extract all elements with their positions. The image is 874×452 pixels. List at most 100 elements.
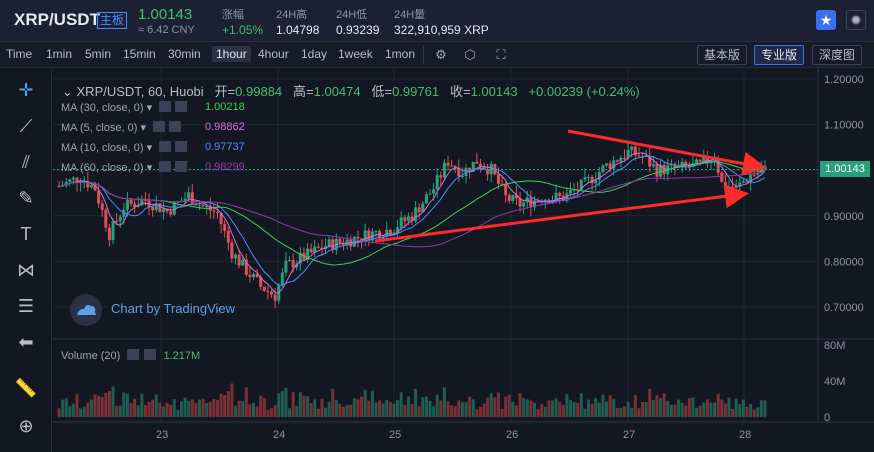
ma-settings-icon[interactable] — [159, 101, 172, 112]
tf-1mon[interactable]: 1mon — [385, 47, 416, 61]
candle-body — [345, 239, 349, 246]
candle-body — [749, 174, 753, 182]
candle-body — [320, 247, 324, 250]
volume-bar — [453, 406, 457, 417]
candle-body — [507, 195, 511, 201]
volume-close-icon[interactable] — [144, 349, 157, 360]
volume-settings-icon[interactable] — [127, 349, 140, 360]
favorite-star-icon[interactable]: ★ — [816, 10, 836, 30]
volume-bar — [587, 399, 590, 417]
chart-canvas[interactable]: 1.20000 1.10000 0.90000 0.80000 0.70000 80M 40… — [53, 69, 874, 452]
ma-value: 1.00218 — [205, 101, 245, 113]
trend-line-icon[interactable]: ⟋ — [19, 116, 33, 136]
volume-bar — [756, 407, 760, 417]
candle-body — [259, 277, 263, 287]
tf-1day[interactable]: 1day — [301, 47, 328, 61]
low-label: 24H低 — [336, 9, 368, 21]
volume-bar — [648, 389, 652, 417]
volume-bar — [147, 401, 151, 417]
candle-body — [428, 193, 432, 195]
fullscreen-icon[interactable]: ⛶ — [496, 47, 506, 62]
ma-close-icon[interactable] — [175, 101, 188, 112]
candle-body — [140, 199, 144, 206]
basic-version-button[interactable]: 基本版 — [697, 45, 748, 65]
volume-bar — [460, 402, 464, 417]
fib-tool-icon[interactable]: ☰ — [17, 296, 35, 316]
tf-15min[interactable]: 15min — [123, 47, 156, 61]
pair-title[interactable]: XRP/USDT — [14, 10, 100, 29]
volume-bar — [331, 388, 335, 417]
candle-body — [223, 224, 227, 231]
tf-5min[interactable]: 5min — [85, 47, 112, 61]
volume-bar — [486, 397, 490, 417]
volume-bar — [68, 406, 72, 417]
volume-bar — [241, 400, 245, 417]
volume-bar — [410, 404, 414, 417]
candle-body — [125, 199, 129, 210]
tf-1hour[interactable]: 1hour — [212, 46, 251, 62]
volume-bar — [309, 403, 313, 417]
ma-close-icon[interactable] — [169, 121, 182, 132]
volume-bar — [266, 409, 270, 417]
volume-bar — [543, 406, 547, 417]
volume-bar — [547, 400, 551, 417]
volume-bar — [370, 390, 374, 417]
candle-body — [71, 177, 75, 180]
ma-row[interactable]: MA (30, close, 0) ▾ — [61, 101, 188, 114]
chart-settings-icon[interactable]: ⬡ — [464, 47, 476, 62]
depth-chart-button[interactable]: 深度图 — [812, 45, 863, 65]
settings-gear-icon[interactable]: ✹ — [846, 10, 866, 30]
collapse-icon[interactable]: ⌄ — [62, 84, 77, 99]
parallel-channel-icon[interactable]: ⫽ — [21, 152, 31, 172]
zoom-in-icon[interactable]: ⊕ — [18, 416, 34, 436]
ruler-icon[interactable]: 📏 — [14, 378, 38, 398]
candle-body — [702, 156, 706, 162]
indicators-icon[interactable]: ⚙ — [435, 47, 447, 62]
tf-1week[interactable]: 1week — [338, 47, 373, 61]
text-tool-icon[interactable]: T — [20, 224, 32, 244]
volume-bar — [450, 405, 454, 417]
crosshair-icon[interactable]: ✛ — [18, 80, 34, 100]
volume-bar — [273, 405, 277, 417]
volume-bar — [313, 399, 317, 417]
tf-30min[interactable]: 30min — [168, 47, 201, 61]
volume-bar — [734, 398, 738, 417]
ma-label: MA (60, close, 0) — [61, 162, 144, 174]
price-chart[interactable]: 1.20000 1.10000 0.90000 0.80000 0.70000 80M 40… — [53, 69, 874, 452]
volume-bar — [316, 408, 320, 417]
back-arrow-icon[interactable]: ⬅ — [18, 332, 34, 352]
volume-bar — [176, 409, 180, 417]
volume-bar — [590, 403, 594, 417]
tf-time[interactable]: Time — [6, 47, 33, 61]
ma-settings-icon[interactable] — [153, 121, 166, 132]
ma-row[interactable]: MA (60, close, 0) ▾ — [61, 161, 188, 174]
candle-body — [716, 157, 720, 173]
tf-1min[interactable]: 1min — [46, 47, 73, 61]
volume-bar — [687, 398, 691, 417]
watermark-text[interactable]: Chart by TradingView — [111, 301, 236, 316]
ma-close-icon[interactable] — [175, 141, 188, 152]
pattern-icon[interactable]: ⋈ — [17, 260, 35, 280]
low-label: 低= — [371, 84, 393, 99]
volume-bar — [136, 405, 140, 417]
ma-settings-icon[interactable] — [159, 141, 172, 152]
tf-4hour[interactable]: 4hour — [258, 47, 289, 61]
volume-bar — [414, 388, 418, 417]
volume-bar — [230, 383, 234, 417]
ma-settings-icon[interactable] — [159, 161, 172, 172]
candle-body — [410, 216, 414, 222]
ma-close-icon[interactable] — [175, 161, 188, 172]
market-header: XRP/USDT 主板 1.00143 ≈ 6.42 CNY 涨幅 +1.05%… — [0, 0, 874, 42]
brush-icon[interactable]: ✎ — [18, 188, 34, 208]
candle-body — [414, 207, 418, 222]
pro-version-button[interactable]: 专业版 — [754, 45, 805, 65]
candle-body — [244, 259, 248, 275]
volume-bar — [125, 393, 129, 417]
ma-row[interactable]: MA (5, close, 0) ▾ — [61, 121, 182, 134]
candle-body — [684, 161, 688, 166]
tradingview-logo-icon[interactable] — [70, 294, 102, 326]
candle-body — [446, 162, 450, 166]
ma-row[interactable]: MA (10, close, 0) ▾ — [61, 141, 188, 154]
volume-bar — [644, 401, 648, 417]
ma-label: MA (10, close, 0) — [61, 142, 144, 154]
